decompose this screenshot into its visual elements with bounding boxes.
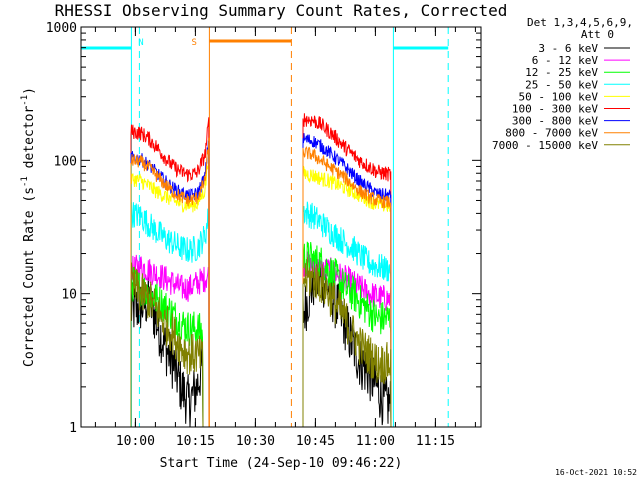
series-5: [130, 113, 392, 428]
series-8: [130, 257, 392, 428]
legend-label: 12 - 25 keV: [525, 66, 598, 79]
y-tick-label: 1000: [46, 21, 77, 36]
x-tick-label: 10:00: [116, 434, 155, 449]
legend-label: 800 - 7000 keV: [505, 127, 598, 140]
plot-timestamp: 16-Oct-2021 10:52: [555, 468, 637, 477]
plot-frame: [80, 26, 482, 428]
x-tick-label: 10:30: [236, 434, 275, 449]
legend-label: 6 - 12 keV: [532, 54, 599, 67]
legend-header-line-2: Att 0: [581, 28, 614, 41]
legend-label: 3 - 6 keV: [538, 42, 598, 55]
series-line: [130, 145, 210, 428]
x-tick-label: 10:45: [296, 434, 335, 449]
x-tick-label: 11:00: [356, 434, 395, 449]
chart-title: RHESSI Observing Summary Count Rates, Co…: [55, 1, 508, 20]
x-tick-label: 11:15: [416, 434, 455, 449]
legend-label: 25 - 50 keV: [525, 78, 598, 91]
series-3: [130, 201, 392, 428]
series-line: [302, 146, 392, 428]
legend-label: 7000 - 15000 keV: [492, 139, 598, 152]
x-axis-label: Start Time (24-Sep-10 09:46:22): [160, 456, 403, 471]
series-line: [130, 254, 210, 428]
series-line: [130, 137, 210, 428]
y-tick-label: 1: [69, 421, 77, 436]
legend-label: 300 - 800 keV: [512, 115, 598, 128]
legend-label: 100 - 300 keV: [512, 103, 598, 116]
series-line: [130, 117, 210, 428]
series-line: [302, 113, 392, 428]
y-tick-label: 100: [54, 154, 77, 169]
x-tick-label: 10:15: [176, 434, 215, 449]
y-tick-label: 10: [61, 288, 77, 303]
series-line: [130, 202, 210, 428]
series-line: [130, 262, 204, 428]
ylabel-part-2: detector: [22, 106, 37, 177]
ylabel-exp-2: -1: [20, 95, 30, 106]
ylabel-part-3: ): [22, 87, 37, 95]
y-axis-label: Corrected Count Rate (s-1 detector-1): [20, 87, 37, 367]
axes: 1 10 100 1000 10:00 10:15 10:30 10:45 11:00 11:15: [46, 21, 481, 449]
series-line: [302, 133, 392, 428]
series-line: [302, 257, 392, 428]
series-group: [130, 113, 392, 428]
series-line: [302, 201, 392, 428]
series-7: [130, 137, 392, 428]
series-line: [130, 274, 204, 428]
bar-flag-label: S: [191, 38, 196, 48]
ylabel-part-1: Corrected Count Rate (s: [22, 187, 37, 367]
legend-label: 50 - 100 keV: [519, 90, 599, 103]
ylabel-exp-1: -1: [20, 176, 30, 187]
bar-flag-label: N: [138, 38, 143, 48]
legend-header-line-1: Det 1,3,4,5,6,9,: [527, 16, 633, 29]
